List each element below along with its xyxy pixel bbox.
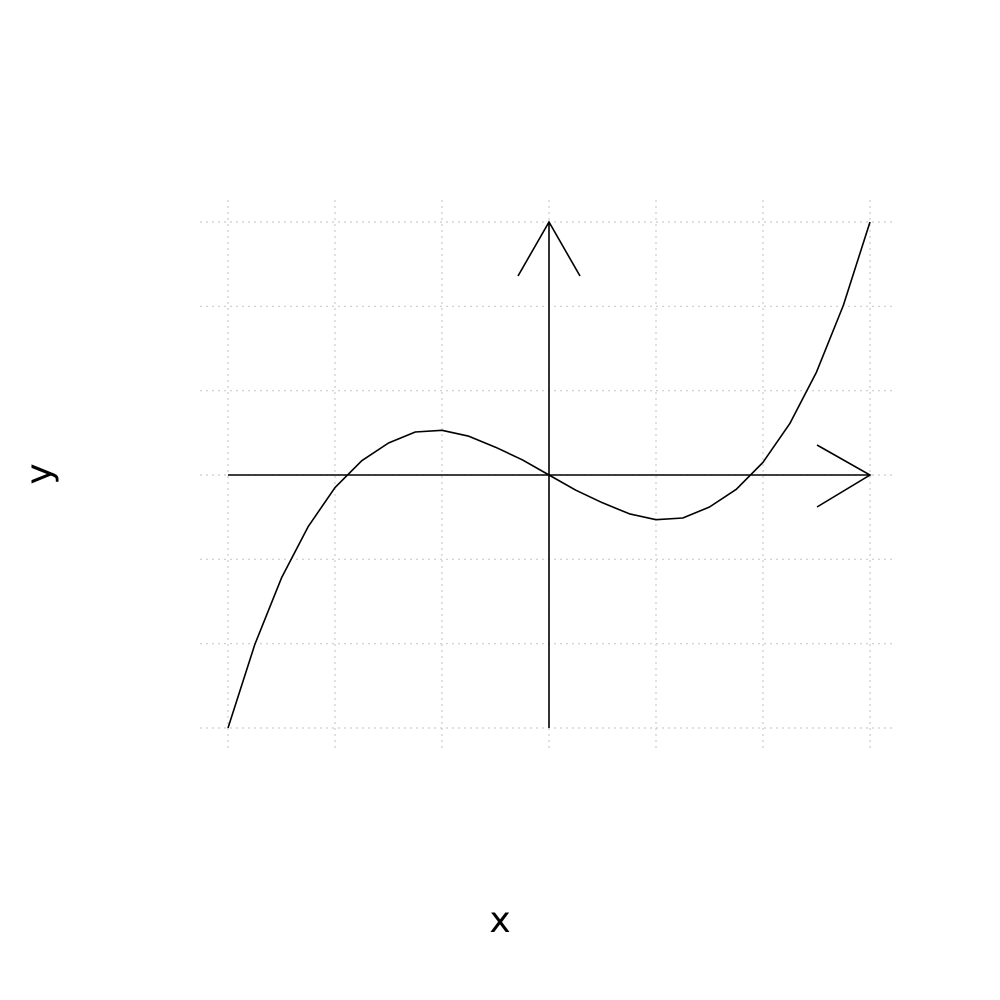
x-axis-label: x: [489, 900, 511, 941]
y-axis-arrowhead: [517, 220, 581, 277]
curve-layer: [227, 221, 871, 729]
series-line: [227, 221, 871, 729]
x-axis-arrowhead: [816, 444, 872, 508]
y-axis-label: y: [19, 463, 60, 485]
